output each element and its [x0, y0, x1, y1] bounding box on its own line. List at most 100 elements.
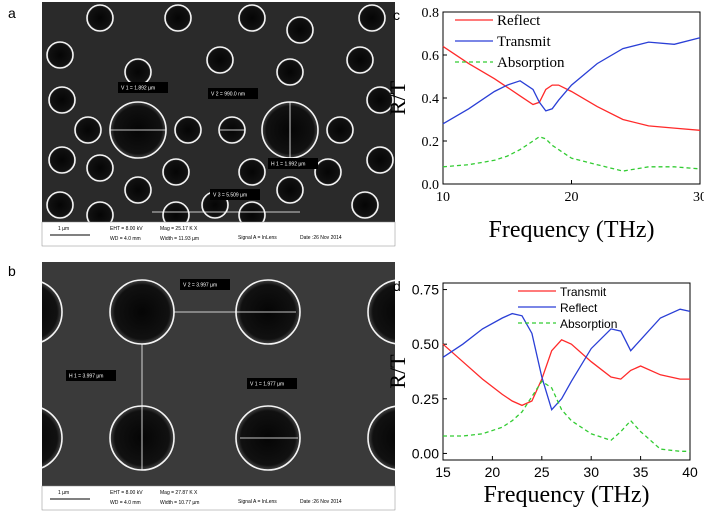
y-tick-label: 0.0 — [422, 178, 440, 193]
x-tick-label: 35 — [633, 464, 649, 480]
y-axis-label: R/T — [385, 80, 410, 115]
annotation-box — [268, 158, 318, 169]
hole — [366, 146, 394, 174]
scale-bar-label: 1 µm — [58, 226, 69, 232]
hole — [276, 176, 304, 204]
panel-label: d — [393, 278, 401, 294]
series-line — [442, 308, 691, 411]
annotation-box — [180, 279, 230, 290]
panel-label: a — [8, 5, 16, 21]
hole — [46, 41, 74, 69]
hole — [286, 16, 314, 44]
hole — [314, 158, 342, 186]
annotation-box — [66, 370, 116, 381]
panel-label: b — [8, 263, 16, 279]
x-tick-label: 20 — [565, 190, 579, 205]
y-axis-label: R/T — [385, 354, 410, 389]
sem-image-b: b V 2 = 3.997 µm H 1 = 3.997 µm V 1 = 1.97… — [8, 262, 396, 511]
info-text: EHT = 8.00 kV — [110, 226, 143, 232]
info-text: Width = 11.93 µm — [160, 236, 199, 242]
hole — [42, 281, 63, 343]
y-tick-label: 0.25 — [412, 391, 439, 407]
hole — [74, 116, 102, 144]
charts: c 0.0 0.2 0.4 0.6 0.8 10 20 30 Frequency (THz) R/T… — [385, 6, 704, 508]
legend-label: Reflect — [560, 301, 598, 315]
hole — [174, 116, 202, 144]
annotation: H 1 = 3.997 µm — [69, 374, 103, 380]
hole — [276, 58, 304, 86]
hole — [326, 116, 354, 144]
x-tick-label: 40 — [682, 464, 698, 480]
x-tick-label: 30 — [693, 190, 704, 205]
annotation: V 2 = 3.997 µm — [183, 283, 217, 289]
hole — [367, 405, 395, 471]
hole — [162, 158, 190, 186]
info-text: Signal A = InLens — [238, 499, 277, 505]
legend-label: Absorption — [497, 55, 565, 71]
annotation: V 1 = 1.977 µm — [250, 382, 284, 388]
legend-label: Absorption — [560, 317, 617, 331]
annotation-box — [208, 88, 258, 99]
annotation-box — [118, 82, 168, 93]
series-line — [442, 135, 701, 172]
hole — [48, 146, 76, 174]
info-text: Mag = 25.17 K X — [160, 226, 198, 232]
hole — [48, 86, 76, 114]
panel-label: c — [393, 7, 400, 23]
hole — [86, 154, 114, 182]
info-bar — [41, 221, 396, 247]
info-text: WD = 4.0 mm — [110, 236, 141, 242]
legend-label: Transmit — [497, 34, 551, 50]
info-text: Date :26 Nov 2014 — [300, 235, 342, 241]
info-text: Date :26 Nov 2014 — [300, 499, 342, 505]
y-tick-label: 0.6 — [422, 49, 440, 64]
hole — [42, 407, 63, 469]
series-line — [443, 380, 690, 452]
x-tick-label: 15 — [435, 464, 451, 480]
sem-background — [42, 2, 395, 222]
plot-frame — [442, 282, 691, 461]
hole — [46, 191, 74, 219]
legend-label: Reflect — [497, 13, 541, 29]
hole — [366, 86, 394, 114]
hole — [124, 58, 152, 86]
scale-bar-label: 1 µm — [58, 490, 69, 496]
series-line — [442, 37, 701, 125]
x-axis-label: Frequency (THz) — [489, 217, 655, 243]
series-line — [442, 45, 701, 131]
info-text: Signal A = InLens — [238, 235, 277, 241]
hole — [206, 46, 234, 74]
annotation: V 2 = 990.0 nm — [211, 92, 245, 98]
y-tick-label: 0.00 — [412, 445, 439, 461]
y-tick-label: 0.2 — [422, 135, 440, 150]
hole — [164, 4, 192, 32]
y-tick-label: 0.75 — [412, 282, 439, 298]
hole — [358, 4, 386, 32]
hole — [238, 4, 266, 32]
annotation: V 1 = 1.892 µm — [121, 86, 155, 92]
annotation: V 3 = 5.509 µm — [213, 193, 247, 199]
info-text: EHT = 8.00 kV — [110, 490, 143, 496]
x-tick-label: 25 — [534, 464, 550, 480]
y-tick-label: 0.50 — [412, 336, 439, 352]
annotation-box — [210, 189, 260, 200]
hole — [124, 176, 152, 204]
series-line — [442, 339, 690, 407]
info-text: WD = 4.0 mm — [110, 500, 141, 506]
annotation-box — [247, 378, 297, 389]
hole — [367, 279, 395, 345]
x-tick-label: 20 — [485, 464, 501, 480]
sem-image-a: a V 1 = 1.892 µm V 2 = 990.0 nm H 1 = 1.99… — [8, 2, 396, 247]
hole — [86, 201, 114, 222]
info-text: Width = 10.77 µm — [160, 500, 199, 506]
y-tick-label: 0.4 — [422, 92, 440, 107]
hole — [86, 4, 114, 32]
annotation: H 1 = 1.992 µm — [271, 162, 305, 168]
x-axis-label: Frequency (THz) — [484, 482, 650, 508]
legend-label: Transmit — [560, 285, 607, 299]
hole — [109, 279, 175, 345]
hole — [238, 158, 266, 186]
info-text: Mag = 27.87 K X — [160, 490, 198, 496]
info-bar — [41, 485, 396, 511]
